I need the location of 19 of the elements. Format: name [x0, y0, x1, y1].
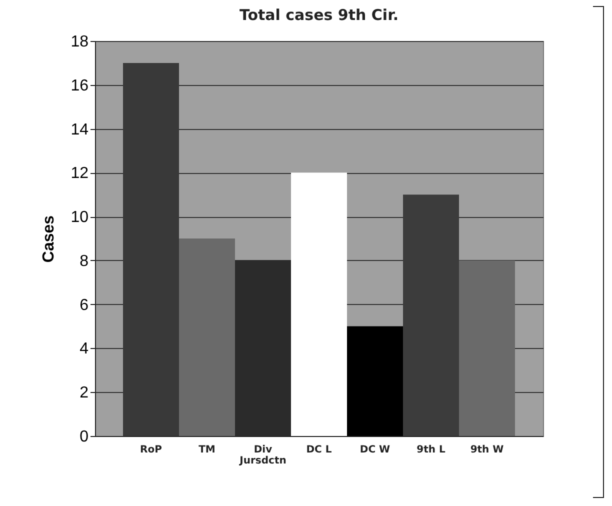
y-tick-label: 18: [70, 34, 89, 50]
y-tick-label: 8: [80, 252, 89, 270]
y-tick-label: 0: [80, 428, 89, 446]
x-tick-label: 9th L: [416, 444, 446, 456]
y-tick-label: 14: [70, 121, 89, 138]
chart-title: Total cases 9th Cir.: [239, 6, 399, 24]
x-tick-label: Div Jursdctn: [238, 444, 286, 466]
y-tick-label: 6: [80, 296, 89, 314]
y-tick-label: 12: [70, 165, 89, 182]
y-tick-label: 4: [80, 340, 89, 358]
y-axis-title: Cases: [40, 215, 58, 263]
x-tick-label: TM: [198, 444, 216, 456]
x-tick-label: DC W: [360, 444, 390, 456]
y-tick-label: 16: [70, 77, 89, 94]
y-tick-label: 10: [70, 209, 89, 226]
x-tick-label: RoP: [140, 444, 162, 456]
y-tick-label: 2: [80, 384, 89, 402]
x-tick-label: 9th W: [470, 444, 504, 456]
x-tick-label: DC L: [306, 444, 332, 456]
